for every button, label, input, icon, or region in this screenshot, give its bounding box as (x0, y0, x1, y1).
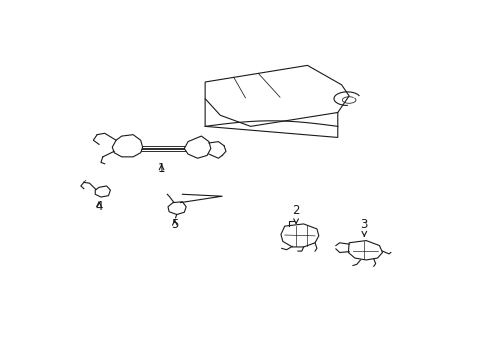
Polygon shape (347, 240, 382, 260)
Polygon shape (168, 202, 186, 215)
Text: 3: 3 (360, 217, 367, 237)
Polygon shape (280, 224, 318, 247)
Polygon shape (205, 99, 337, 138)
Text: 2: 2 (292, 204, 299, 224)
Polygon shape (205, 66, 348, 126)
Polygon shape (112, 135, 142, 157)
Polygon shape (95, 186, 110, 197)
Text: 1: 1 (158, 162, 165, 175)
Text: 5: 5 (171, 219, 178, 231)
Text: 4: 4 (95, 199, 102, 212)
Polygon shape (184, 136, 210, 158)
